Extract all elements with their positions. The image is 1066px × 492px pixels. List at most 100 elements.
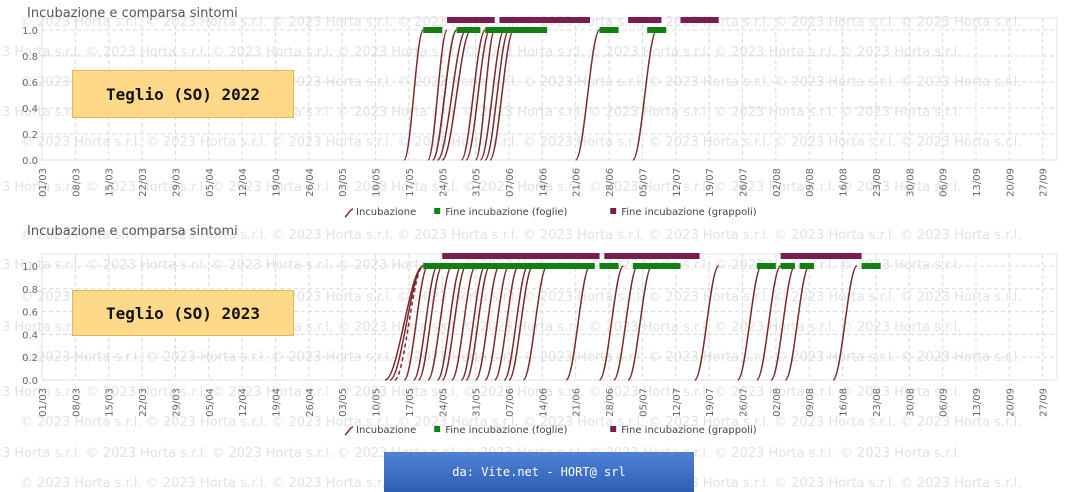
leaf-end-bar [485, 27, 547, 33]
x-tick-label: 05/04 [205, 168, 216, 197]
leaf-end-bar [862, 263, 881, 269]
y-tick-label: 0.0 [22, 376, 38, 387]
legend-label: Incubazione [356, 207, 416, 218]
y-tick-label: 0.2 [22, 353, 38, 364]
leaf-end-bar [423, 263, 595, 269]
x-tick-label: 06/09 [939, 388, 950, 417]
x-tick-label: 13/09 [972, 168, 983, 197]
x-tick-label: 27/09 [1039, 388, 1050, 417]
x-tick-label: 12/07 [672, 388, 683, 417]
x-tick-label: 24/05 [438, 168, 449, 197]
chart-panel-2022: Incubazione e comparsa sintomi 1.0 0.8 0.6… [0, 0, 1066, 220]
x-tick-label: 26/04 [305, 168, 316, 197]
x-tick-label: 19/04 [271, 388, 282, 417]
x-tick-label: 10/05 [372, 388, 383, 417]
x-tick-label: 26/07 [738, 388, 749, 417]
leaf-end-bar [757, 263, 776, 269]
bunch-end-bar [499, 17, 590, 23]
x-tick-label: 23/08 [872, 168, 883, 197]
x-tick-label: 03/05 [338, 168, 349, 197]
incubation-curve [738, 266, 762, 380]
x-tick-label: 27/09 [1039, 168, 1050, 197]
legend-label: Incubazione [356, 425, 416, 436]
x-tick-label: 29/03 [171, 168, 182, 197]
legend-label: Fine incubazione (grappoli) [621, 425, 757, 436]
x-tick-label: 23/08 [872, 388, 883, 417]
incubation-curve [576, 30, 600, 160]
legend-label: Fine incubazione (grappoli) [621, 207, 757, 218]
x-tick-label: 19/07 [705, 168, 716, 197]
y-tick-label: 0.2 [22, 130, 38, 141]
incubation-curve [490, 30, 514, 160]
x-tick-label: 16/08 [839, 388, 850, 417]
x-tick-label: 30/08 [905, 168, 916, 197]
legend-swatch-incubation [345, 427, 353, 435]
x-tick-label: 14/06 [538, 168, 549, 197]
x-tick-label: 28/06 [605, 388, 616, 417]
incubation-curve [566, 266, 590, 380]
legend-swatch [610, 208, 616, 214]
x-tick-label: 10/05 [372, 168, 383, 197]
x-tick-label: 24/05 [438, 388, 449, 417]
leaf-end-bar [800, 263, 814, 269]
chart-panel-2023: Incubazione e comparsa sintomi 1.0 0.8 0.6… [0, 218, 1066, 438]
legend-swatch [610, 426, 616, 432]
x-tick-label: 01/03 [38, 168, 49, 197]
incubation-curve [833, 266, 857, 380]
x-tick-label: 02/08 [772, 168, 783, 197]
x-tick-label: 16/08 [839, 168, 850, 197]
y-tick-label: 0.6 [22, 308, 38, 319]
x-tick-label: 15/03 [105, 388, 116, 417]
x-tick-label: 06/09 [939, 168, 950, 197]
y-tick-label: 0.8 [22, 52, 38, 63]
leaf-end-bar [600, 263, 619, 269]
x-tick-label: 21/06 [572, 168, 583, 197]
legend-label: Fine incubazione (foglie) [445, 425, 567, 436]
x-tick-label: 31/05 [472, 388, 483, 417]
y-tick-label: 1.0 [22, 26, 38, 37]
x-tick-label: 05/04 [205, 388, 216, 417]
x-tick-label: 02/08 [772, 388, 783, 417]
legend-swatch [434, 208, 440, 214]
incubation-curve [695, 266, 719, 380]
x-tick-label: 20/09 [1005, 388, 1016, 417]
leaf-end-bar [781, 263, 795, 269]
x-tick-label: 05/07 [638, 388, 649, 417]
incubation-curve [485, 266, 509, 380]
x-tick-label: 26/04 [305, 388, 316, 417]
x-tick-label: 20/09 [1005, 168, 1016, 197]
x-tick-label: 14/06 [538, 388, 549, 417]
location-badge: Teglio (SO) 2023 [72, 290, 294, 336]
bunch-end-bar [604, 253, 699, 259]
y-tick-label: 0.6 [22, 78, 38, 89]
x-tick-label: 05/07 [638, 168, 649, 197]
x-tick-label: 01/03 [38, 388, 49, 417]
x-tick-label: 08/03 [71, 388, 82, 417]
incubation-curve [633, 30, 657, 160]
x-tick-label: 07/06 [505, 388, 516, 417]
x-tick-label: 19/04 [271, 168, 282, 197]
location-badge: Teglio (SO) 2022 [72, 70, 294, 118]
leaf-end-bar [457, 27, 481, 33]
bunch-end-bar [447, 17, 495, 23]
leaf-end-bar [647, 27, 666, 33]
x-tick-label: 30/08 [905, 388, 916, 417]
y-tick-label: 0.8 [22, 285, 38, 296]
bunch-end-bar [781, 253, 862, 259]
x-tick-label: 28/06 [605, 168, 616, 197]
x-tick-label: 29/03 [171, 388, 182, 417]
leaf-end-bar [600, 27, 619, 33]
bunch-end-bar [628, 17, 661, 23]
x-tick-label: 12/04 [238, 388, 249, 417]
x-tick-label: 22/03 [138, 388, 149, 417]
x-tick-label: 09/08 [805, 388, 816, 417]
x-tick-label: 12/07 [672, 168, 683, 197]
incubation-curve [404, 30, 423, 160]
incubation-curve [385, 266, 423, 380]
x-tick-label: 31/05 [472, 168, 483, 197]
x-tick-label: 03/05 [338, 388, 349, 417]
legend-label: Fine incubazione (foglie) [445, 207, 567, 218]
leaf-end-bar [633, 263, 681, 269]
x-tick-label: 21/06 [572, 388, 583, 417]
x-tick-label: 17/05 [405, 388, 416, 417]
